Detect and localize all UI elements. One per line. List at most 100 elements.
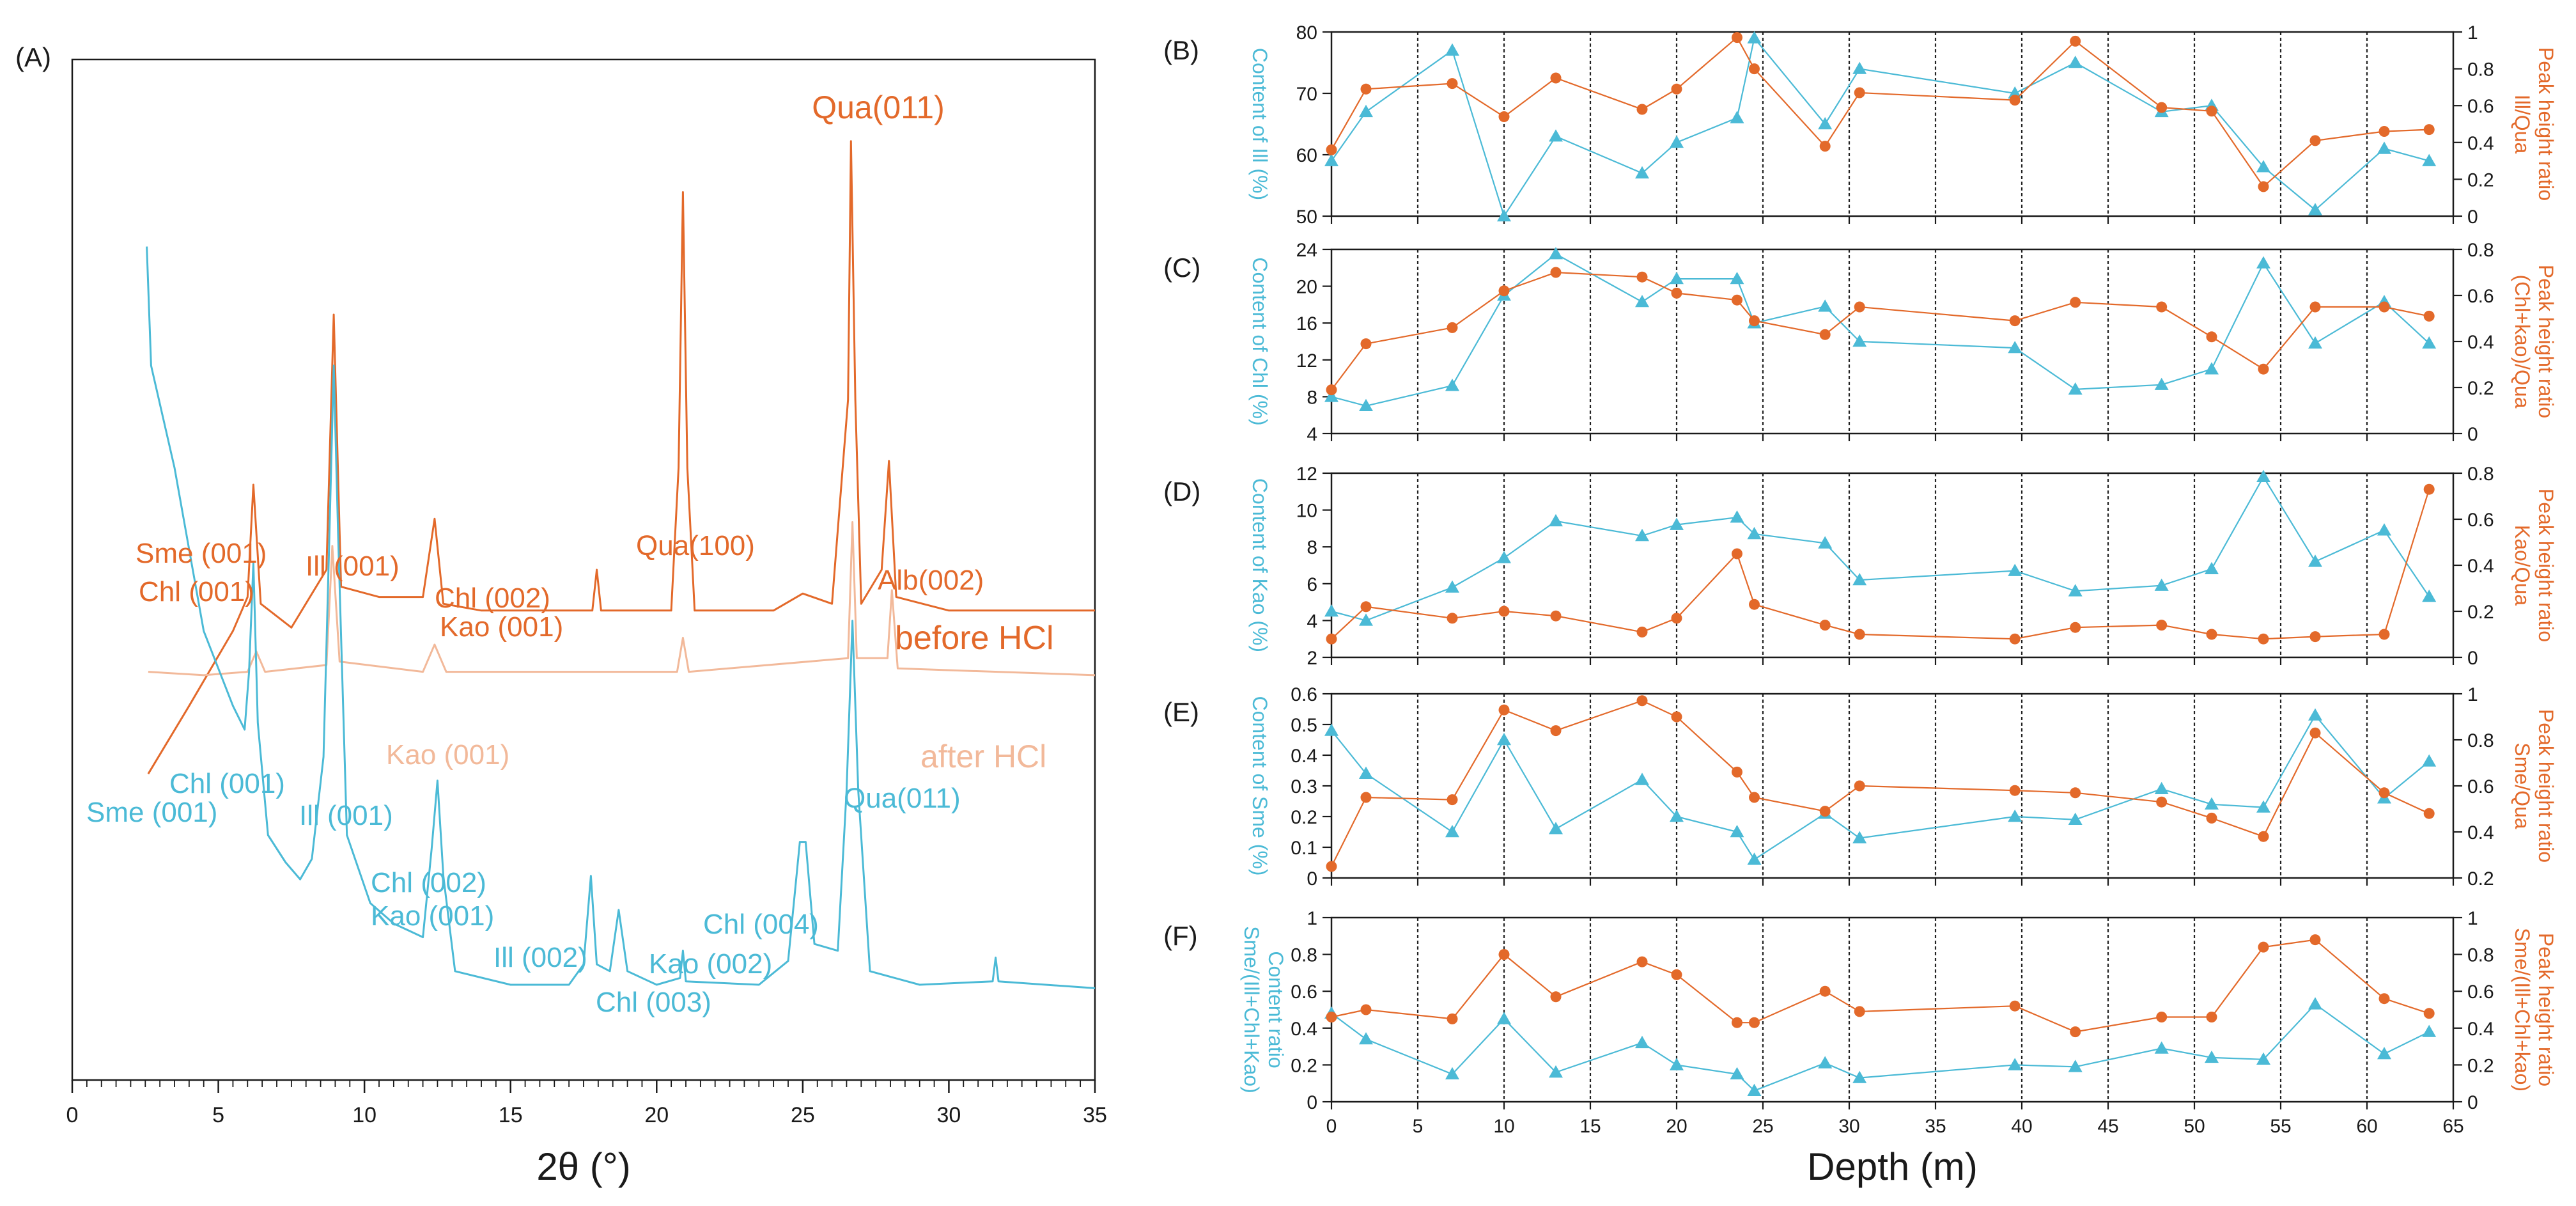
left-tick-label: 0.6	[1291, 982, 1317, 1003]
x-axis-title-a: 2θ (°)	[536, 1145, 630, 1188]
circle-marker	[2009, 315, 2021, 327]
left-tick-label: 60	[1296, 145, 1317, 166]
circle-marker	[1550, 610, 1562, 622]
triangle-marker	[2422, 590, 2437, 602]
x-tick-label: 35	[1925, 1116, 1946, 1137]
circle-marker	[1636, 626, 1648, 638]
triangle-marker	[2256, 469, 2270, 482]
circle-marker	[2258, 181, 2269, 192]
triangle-marker	[1359, 613, 1373, 626]
left-axis-title: Content of Chl (%)	[1248, 257, 1271, 425]
right-axis-title: Peak height ratio	[2534, 265, 2557, 418]
peak-annotation: Kao (001)	[440, 611, 563, 643]
peak-annotation: Qua(011)	[844, 783, 961, 814]
circle-marker	[2070, 787, 2081, 799]
circle-marker	[1749, 1017, 1760, 1028]
circle-marker	[1732, 294, 1742, 306]
right-axis-title: Sme/Qua	[2511, 742, 2534, 829]
triangle-marker	[1359, 104, 1373, 118]
circle-marker	[1498, 606, 1510, 617]
triangle-marker	[1635, 295, 1649, 308]
circle-marker	[1671, 613, 1682, 624]
left-tick-label: 16	[1296, 313, 1317, 334]
triangle-marker	[1670, 810, 1684, 822]
triangle-marker	[2205, 561, 2219, 574]
panel-c: (C) 4 8 12 16 20 24 0 0.2 0.4 0.6 0.8 Content of Chl…	[1163, 240, 2557, 445]
triangle-marker	[1359, 766, 1373, 779]
triangle-marker	[1635, 772, 1649, 785]
circle-marker	[2378, 993, 2390, 1005]
left-tick-label: 80	[1296, 22, 1317, 43]
right-tick-label: 0.4	[2467, 1019, 2494, 1040]
right-tick-label: 0.4	[2467, 556, 2494, 577]
triangle-marker	[1730, 272, 1744, 285]
circle-marker	[1326, 861, 1337, 872]
left-tick-label: 0	[1307, 1092, 1317, 1113]
circle-marker	[1360, 83, 1372, 95]
triangle-marker	[2308, 997, 2322, 1010]
peak-annotation: Chl (002)	[435, 583, 550, 614]
triangle-marker	[1818, 536, 1833, 549]
circle-marker	[1749, 599, 1760, 610]
peak-annotation: Alb(002)	[878, 565, 984, 596]
x-tick-label: 45	[2097, 1116, 2118, 1137]
circle-marker	[1819, 141, 1831, 152]
panel-label: (E)	[1163, 697, 1199, 727]
triangle-marker	[2154, 578, 2169, 591]
right-axis-title: Peak height ratio	[2534, 709, 2557, 863]
panel-e: (E) 0 0.1 0.2 0.3 0.4 0.5 0.6 0.2 0.4 0.6 0.8 1 Conte…	[1163, 684, 2557, 889]
right-tick-label: 0.6	[2467, 982, 2494, 1003]
triangle-marker	[2154, 1041, 2169, 1054]
circle-marker	[2309, 727, 2321, 739]
circle-marker	[1732, 766, 1742, 778]
right-axis-title: (Chl+kao)/Qua	[2511, 275, 2534, 409]
circle-marker	[1749, 315, 1760, 327]
circle-marker	[2378, 629, 2390, 640]
peak-annotation: Kao (001)	[386, 739, 509, 771]
triangle-marker	[1730, 510, 1744, 523]
triangle-marker	[1549, 247, 1563, 260]
circle-marker	[1550, 267, 1562, 278]
x-tick-label-a: 0	[66, 1103, 79, 1127]
circle-marker	[1360, 1004, 1372, 1015]
circle-marker	[2206, 331, 2217, 343]
circle-marker	[1447, 322, 1458, 333]
triangle-marker	[1497, 551, 1511, 563]
series-line-content	[1331, 253, 2430, 407]
triangle-marker	[2068, 382, 2083, 395]
circle-marker	[1636, 956, 1648, 967]
circle-marker	[1447, 794, 1458, 806]
triangle-marker	[2422, 153, 2437, 166]
peak-annotation: Chl (001)	[139, 576, 254, 607]
triangle-marker	[1549, 822, 1563, 834]
triangle-marker	[2068, 56, 2083, 68]
circle-marker	[2378, 126, 2390, 137]
right-axis-title: Peak height ratio	[2534, 47, 2557, 201]
circle-marker	[1671, 711, 1682, 723]
right-tick-label: 0.2	[2467, 602, 2494, 623]
triangle-marker	[2154, 781, 2169, 794]
circle-marker	[2423, 124, 2435, 136]
right-tick-label: 0.8	[2467, 945, 2494, 966]
peak-annotation: Ill (001)	[306, 551, 400, 582]
peak-annotation: Qua(011)	[812, 90, 945, 125]
right-tick-label: 0.6	[2467, 510, 2494, 531]
right-tick-label: 0.2	[2467, 378, 2494, 399]
circle-marker	[1326, 633, 1337, 645]
triangle-marker	[1324, 604, 1338, 617]
left-tick-label: 20	[1296, 277, 1317, 298]
left-tick-label: 50	[1296, 207, 1317, 228]
circle-marker	[1732, 1017, 1742, 1028]
triangle-marker	[2008, 563, 2022, 576]
triangle-marker	[1852, 1070, 1867, 1083]
right-tick-label: 0.6	[2467, 286, 2494, 307]
circle-marker	[1819, 620, 1831, 631]
triangle-marker	[2308, 708, 2322, 721]
triangle-marker	[1635, 166, 1649, 179]
peak-annotation: Qua(100)	[636, 530, 755, 561]
left-tick-label: 0.8	[1291, 945, 1317, 966]
right-tick-label: 0.8	[2467, 59, 2494, 81]
left-tick-label: 12	[1296, 350, 1317, 372]
circle-marker	[2378, 787, 2390, 799]
circle-marker	[1732, 32, 1742, 43]
